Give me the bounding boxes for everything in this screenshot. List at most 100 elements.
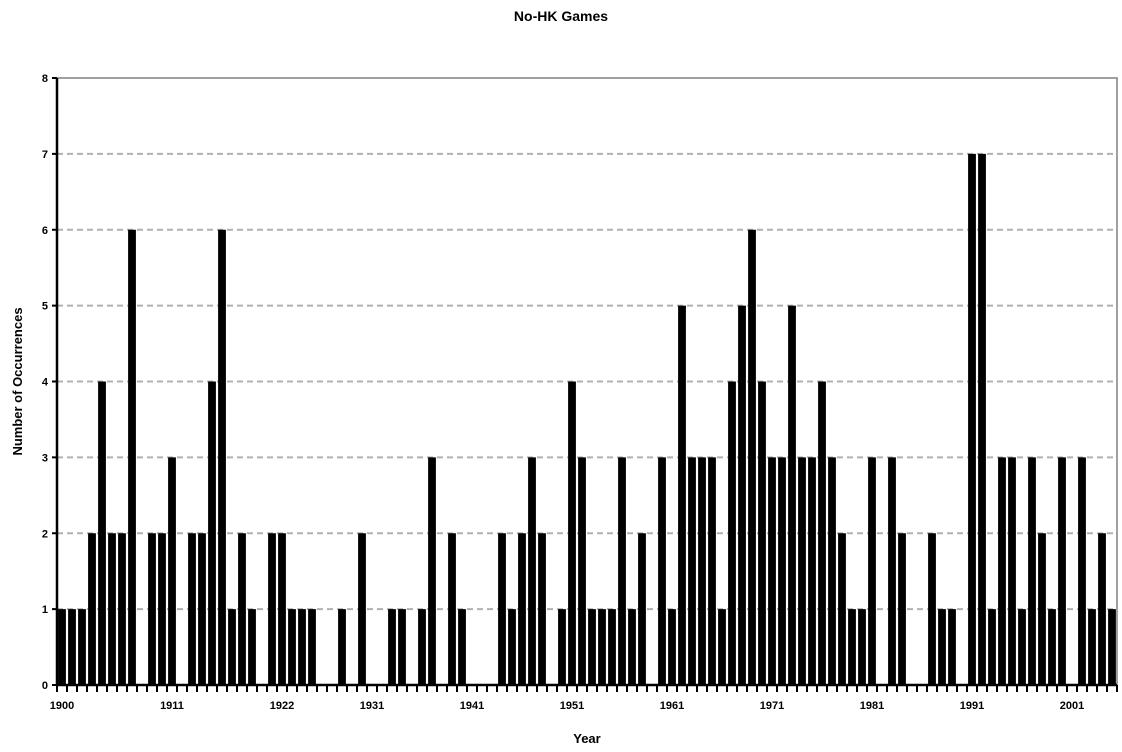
bar-1933 xyxy=(388,609,396,685)
bar-1996 xyxy=(1018,609,1026,685)
y-tick-label: 7 xyxy=(42,149,48,161)
y-tick-label: 3 xyxy=(42,452,48,464)
bar-1979 xyxy=(848,609,856,685)
bar-1998 xyxy=(1038,533,1046,685)
bar-1905 xyxy=(108,533,116,685)
y-tick-label: 2 xyxy=(42,528,48,540)
bar-1946 xyxy=(518,533,526,685)
bar-1992 xyxy=(978,153,986,685)
bar-1970 xyxy=(758,381,766,685)
bar-1918 xyxy=(238,533,246,685)
bar-1962 xyxy=(678,305,686,685)
bar-1915 xyxy=(208,381,216,685)
bar-1910 xyxy=(158,533,166,685)
bars xyxy=(58,153,1116,685)
bar-1930 xyxy=(358,533,366,685)
bar-1989 xyxy=(948,609,956,685)
axes: 0 1 2 3 4 5 6 7 8 1900 1911 1922 1931 1941 1951 1961 197… xyxy=(42,73,1118,712)
bar-1928 xyxy=(338,609,346,685)
bar-1997 xyxy=(1028,457,1036,685)
bar-1940 xyxy=(458,609,466,685)
bar-1965 xyxy=(708,457,716,685)
bar-1900 xyxy=(58,609,66,685)
bar-1956 xyxy=(618,457,626,685)
bar-1960 xyxy=(658,457,666,685)
bar-1947 xyxy=(528,457,536,685)
bar-1971 xyxy=(768,457,776,685)
bar-1937 xyxy=(428,457,436,685)
bar-1991 xyxy=(968,153,976,685)
bar-2005 xyxy=(1108,609,1116,685)
bar-1968 xyxy=(738,305,746,685)
bar-1904 xyxy=(98,381,106,685)
bar-1995 xyxy=(1008,457,1016,685)
bar-1969 xyxy=(748,229,756,685)
bar-1957 xyxy=(628,609,636,685)
bar-1924 xyxy=(298,609,306,685)
bar-1958 xyxy=(638,533,646,685)
bar-1974 xyxy=(798,457,806,685)
y-tick-label: 6 xyxy=(42,225,48,237)
chart-title: No-HK Games xyxy=(513,8,609,24)
x-tick-label: 1911 xyxy=(160,700,184,712)
bar-1951 xyxy=(568,381,576,685)
bar-1964 xyxy=(698,457,706,685)
bar-2003 xyxy=(1088,609,1096,685)
x-tick-label: 1922 xyxy=(270,700,294,712)
bar-2004 xyxy=(1098,533,1106,685)
bar-1909 xyxy=(148,533,156,685)
bar-1939 xyxy=(448,533,456,685)
bar-1987 xyxy=(928,533,936,685)
bar-1953 xyxy=(588,609,596,685)
y-tick-label: 5 xyxy=(42,301,48,313)
bar-1963 xyxy=(688,457,696,685)
bar-1923 xyxy=(288,609,296,685)
bar-1999 xyxy=(1048,609,1056,685)
bar-1948 xyxy=(538,533,546,685)
bar-1921 xyxy=(268,533,276,685)
bar-1903 xyxy=(88,533,96,685)
bar-2000 xyxy=(1058,457,1066,685)
bar-1975 xyxy=(808,457,816,685)
y-tick-label: 1 xyxy=(42,604,48,616)
bar-1952 xyxy=(578,457,586,685)
bar-1988 xyxy=(938,609,946,685)
bar-1945 xyxy=(508,609,516,685)
x-tick-label: 1981 xyxy=(860,700,884,712)
bar-1954 xyxy=(598,609,606,685)
bar-1906 xyxy=(118,533,126,685)
y-tick-label: 8 xyxy=(42,73,48,85)
bar-1994 xyxy=(998,457,1006,685)
bar-2002 xyxy=(1078,457,1086,685)
bar-1913 xyxy=(188,533,196,685)
x-tick-label: 1991 xyxy=(960,700,984,712)
bar-1950 xyxy=(558,609,566,685)
bar-1911 xyxy=(168,457,176,685)
bar-1993 xyxy=(988,609,996,685)
x-tick-label: 1900 xyxy=(50,700,74,712)
bar-1984 xyxy=(898,533,906,685)
x-tick-label: 1941 xyxy=(460,700,484,712)
bar-1966 xyxy=(718,609,726,685)
bar-1901 xyxy=(68,609,76,685)
bar-1936 xyxy=(418,609,426,685)
bar-1972 xyxy=(778,457,786,685)
x-axis-title: Year xyxy=(573,731,600,746)
bar-1917 xyxy=(228,609,236,685)
bar-1980 xyxy=(858,609,866,685)
y-tick-label: 0 xyxy=(42,680,48,692)
x-tick-label: 2001 xyxy=(1060,700,1084,712)
bar-1934 xyxy=(398,609,406,685)
bar-1914 xyxy=(198,533,206,685)
x-tick-label: 1961 xyxy=(660,700,684,712)
y-tick-label: 4 xyxy=(42,377,49,389)
bar-1907 xyxy=(128,229,136,685)
y-axis-title: Number of Occurrences xyxy=(10,307,25,455)
bar-1944 xyxy=(498,533,506,685)
bar-1981 xyxy=(868,457,876,685)
bar-1976 xyxy=(818,381,826,685)
bar-1922 xyxy=(278,533,286,685)
bar-1983 xyxy=(888,457,896,685)
